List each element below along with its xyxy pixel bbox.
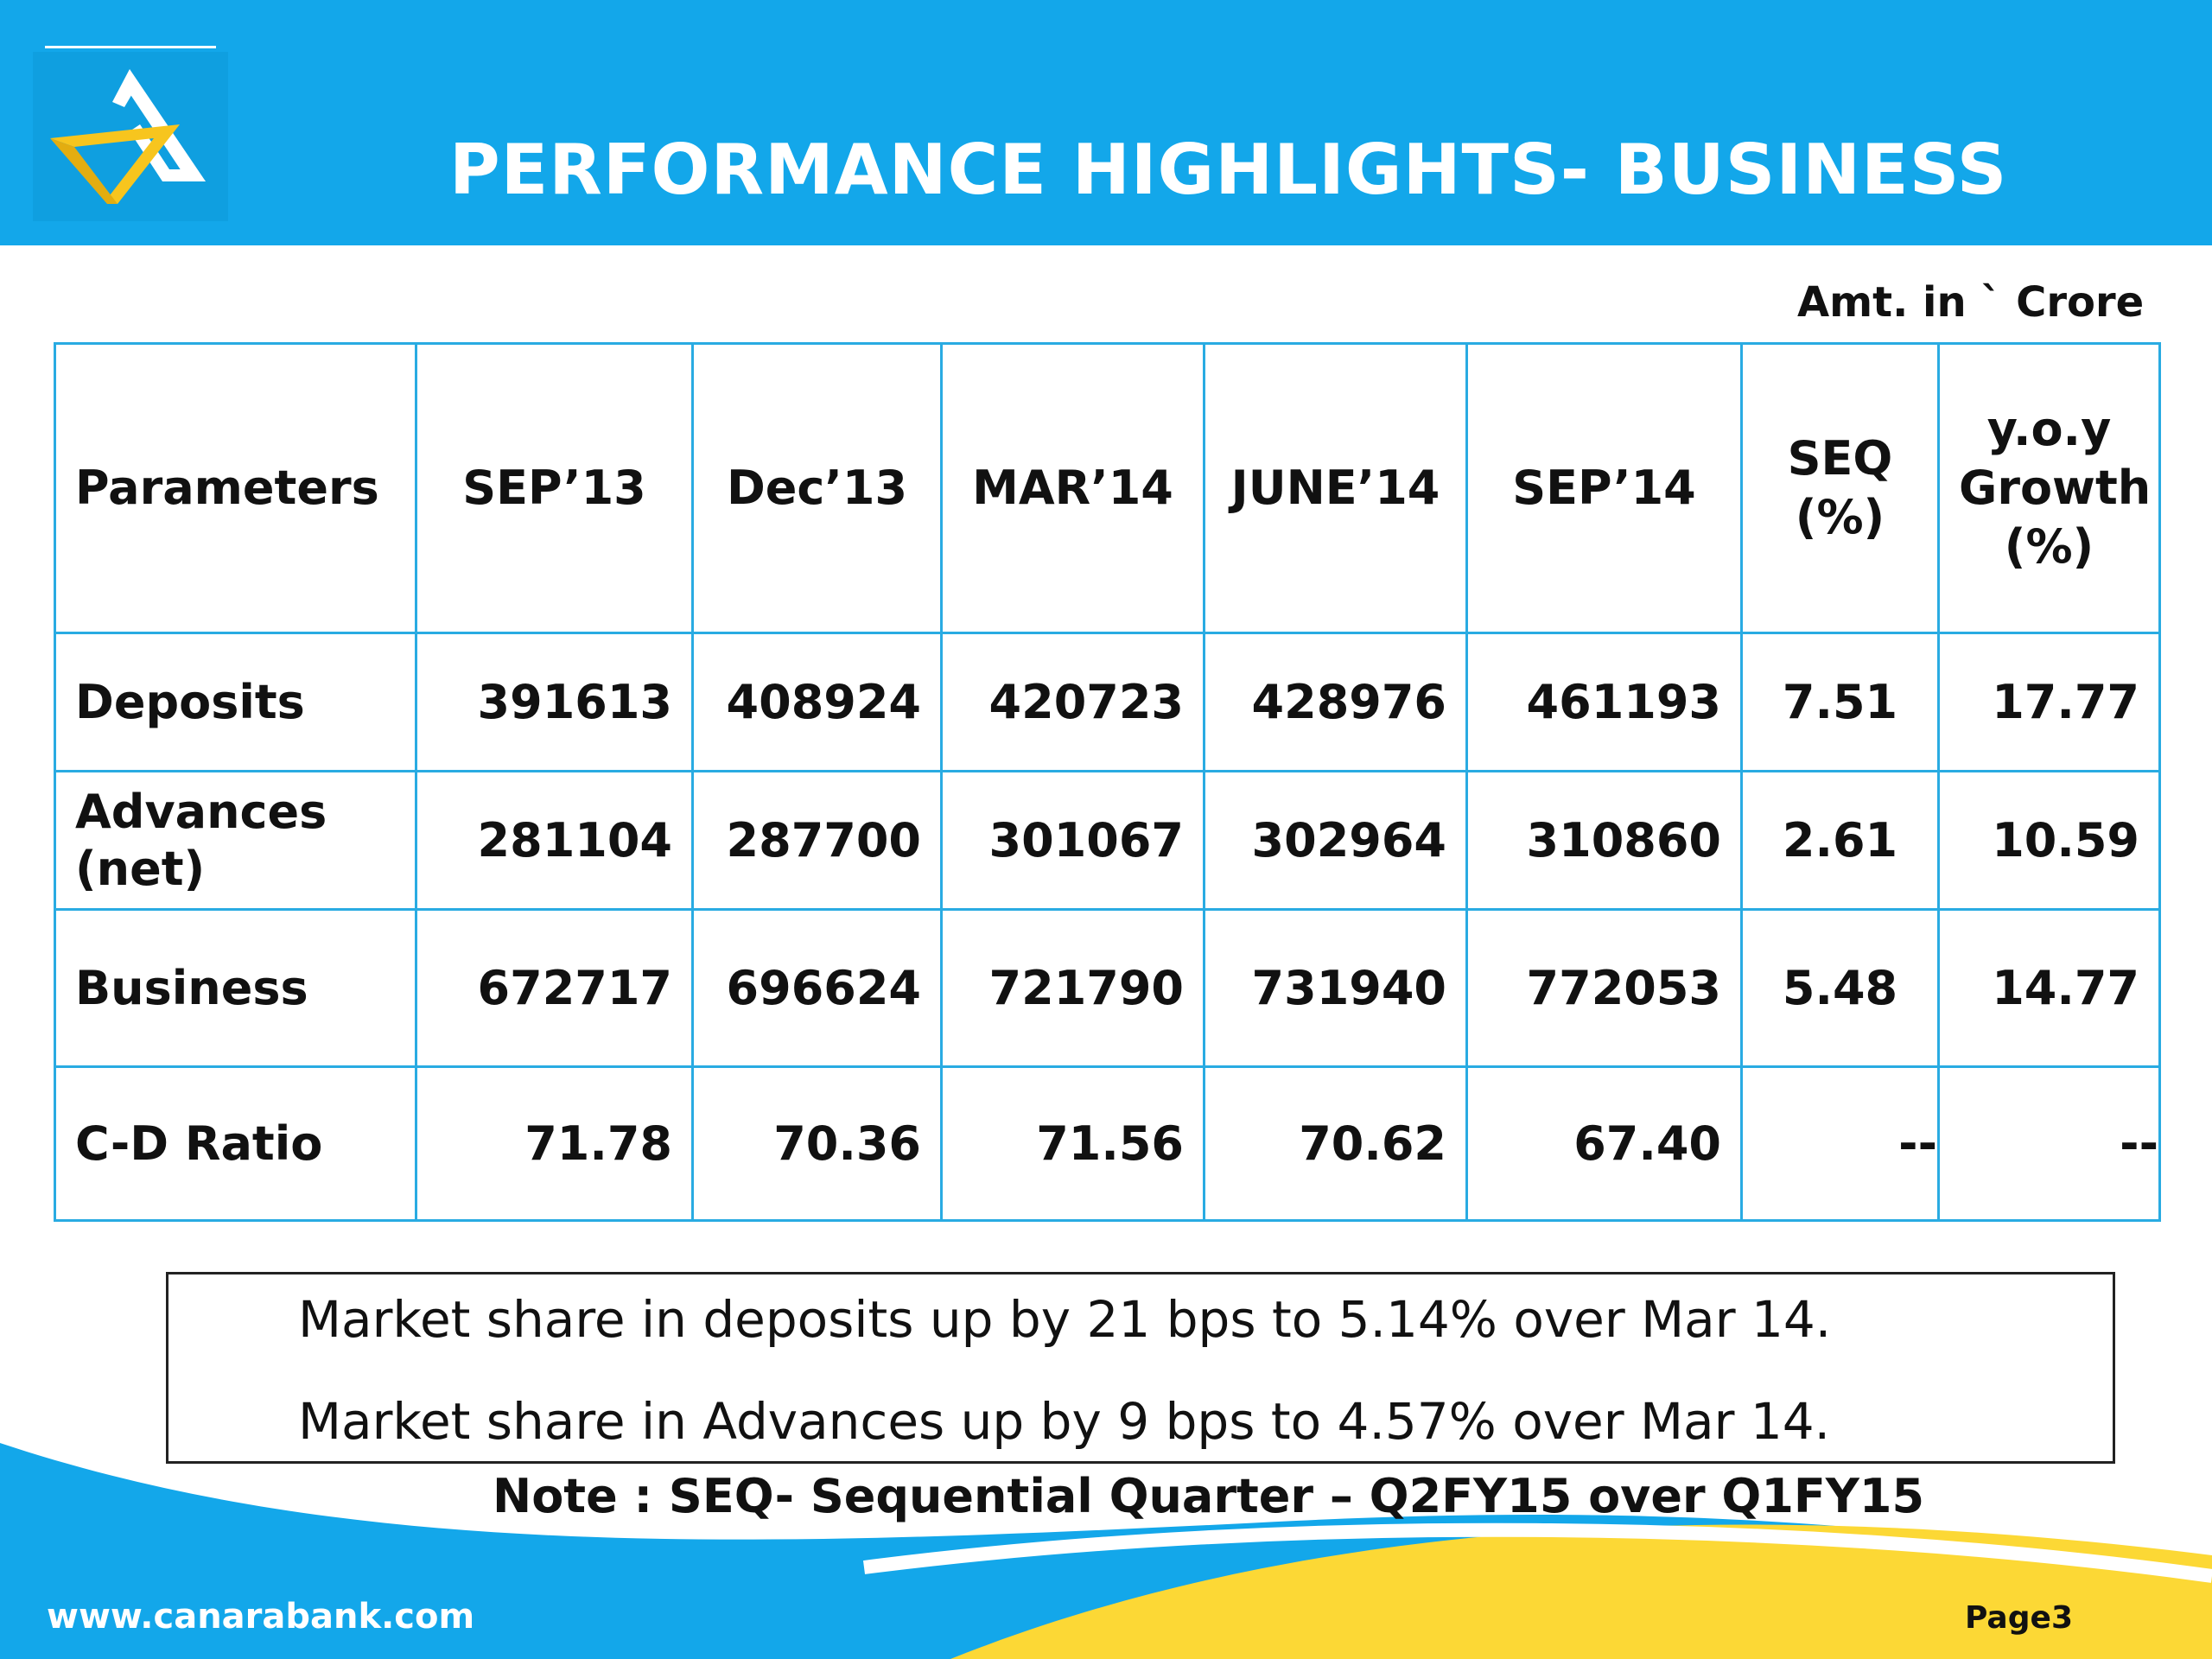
page-title: PERFORMANCE HIGHLIGHTS- BUSINESS xyxy=(449,130,2008,210)
row-param-line2: (net) xyxy=(75,841,206,896)
table-header-row: Parameters SEP’13 Dec’13 MAR’14 JUNE’14 … xyxy=(54,342,2161,634)
header-seq-line2: (%) xyxy=(1795,490,1885,544)
cell-yoy: 10.59 xyxy=(1937,770,2161,911)
table-row: Deposits 391613 408924 420723 428976 461… xyxy=(54,632,2161,772)
cell-yoy: 17.77 xyxy=(1937,632,2161,772)
cell-sep13: 672717 xyxy=(415,908,694,1068)
table-row: Advances (net) 281104 287700 301067 3029… xyxy=(54,770,2161,911)
unit-note: Amt. in ` Crore xyxy=(1797,278,2145,327)
row-param: Business xyxy=(54,908,417,1068)
cell-seq: 5.48 xyxy=(1740,908,1940,1068)
header-parameters: Parameters xyxy=(54,342,417,634)
cell-june14: 428976 xyxy=(1203,632,1468,772)
table-row: C-D Ratio 71.78 70.36 71.56 70.62 67.40 … xyxy=(54,1065,2161,1222)
cell-sep14: 772053 xyxy=(1465,908,1743,1068)
page-number: 3 xyxy=(2051,1600,2074,1636)
row-param: Advances (net) xyxy=(54,770,417,911)
table-row: Business 672717 696624 721790 731940 772… xyxy=(54,908,2161,1068)
website-link[interactable]: www.canarabank.com xyxy=(47,1597,475,1637)
header-seq-line1: SEQ xyxy=(1787,431,1893,486)
row-param: Deposits xyxy=(54,632,417,772)
logo-rule xyxy=(45,46,216,48)
header-dec13: Dec’13 xyxy=(691,342,943,634)
cell-sep14: 461193 xyxy=(1465,632,1743,772)
cell-sep13: 281104 xyxy=(415,770,694,911)
header-june14: JUNE’14 xyxy=(1203,342,1468,634)
header-banner: PERFORMANCE HIGHLIGHTS- BUSINESS xyxy=(0,0,2212,245)
cell-yoy: -- xyxy=(1937,1065,2161,1222)
note-advances: Market share in Advances up by 9 bps to … xyxy=(298,1392,1831,1451)
header-yoy-line3: (%) xyxy=(2004,519,2094,574)
cell-seq: -- xyxy=(1740,1065,1940,1222)
header-sep13: SEP’13 xyxy=(415,342,694,634)
cell-dec13: 287700 xyxy=(691,770,943,911)
cell-dec13: 70.36 xyxy=(691,1065,943,1222)
cell-dec13: 696624 xyxy=(691,908,943,1068)
cell-sep14: 67.40 xyxy=(1465,1065,1743,1222)
header-yoy-line1: y.o.y xyxy=(1986,402,2112,456)
cell-june14: 302964 xyxy=(1203,770,1468,911)
header-sep14: SEP’14 xyxy=(1465,342,1743,634)
cell-mar14: 721790 xyxy=(940,908,1205,1068)
cell-sep13: 391613 xyxy=(415,632,694,772)
note-deposits: Market share in deposits up by 21 bps to… xyxy=(298,1290,1832,1349)
header-yoy-line2: Growth xyxy=(1959,461,2152,515)
cell-mar14: 301067 xyxy=(940,770,1205,911)
cell-seq: 2.61 xyxy=(1740,770,1940,911)
business-table: Parameters SEP’13 Dec’13 MAR’14 JUNE’14 … xyxy=(54,342,2161,1222)
market-share-notes: Market share in deposits up by 21 bps to… xyxy=(166,1272,2115,1464)
header-mar14: MAR’14 xyxy=(940,342,1205,634)
canara-bank-logo xyxy=(33,52,228,221)
cell-mar14: 71.56 xyxy=(940,1065,1205,1222)
footer-waves xyxy=(0,1443,2212,1659)
cell-sep14: 310860 xyxy=(1465,770,1743,911)
header-seq: SEQ (%) xyxy=(1740,342,1940,634)
cell-june14: 70.62 xyxy=(1203,1065,1468,1222)
seq-footnote: Note : SEQ- Sequential Quarter – Q2FY15 … xyxy=(493,1469,1925,1523)
row-param-line1: Advances xyxy=(75,784,327,839)
cell-sep13: 71.78 xyxy=(415,1065,694,1222)
row-param: C-D Ratio xyxy=(54,1065,417,1222)
header-yoy: y.o.y Growth (%) xyxy=(1937,342,2161,634)
page-label: Page xyxy=(1965,1600,2051,1636)
cell-mar14: 420723 xyxy=(940,632,1205,772)
cell-dec13: 408924 xyxy=(691,632,943,772)
cell-june14: 731940 xyxy=(1203,908,1468,1068)
cell-seq: 7.51 xyxy=(1740,632,1940,772)
cell-yoy: 14.77 xyxy=(1937,908,2161,1068)
